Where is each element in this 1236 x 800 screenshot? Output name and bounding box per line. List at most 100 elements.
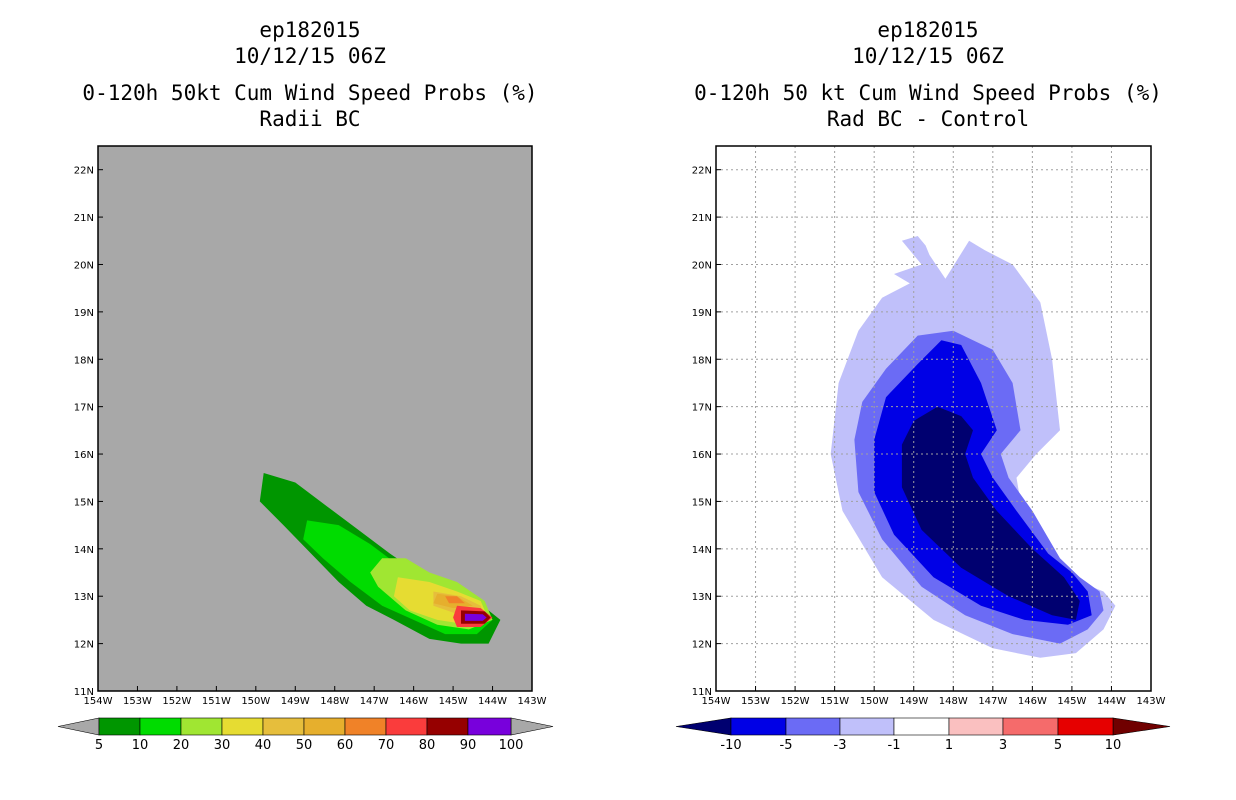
left-colorbar-swatch [262,717,305,736]
left-storm-id: ep182015 [259,18,361,42]
left-contour-60 [445,596,465,604]
left-colorbar-swatch [385,717,428,736]
right-x-tick-label: 151W [820,696,849,707]
right-x-tick-label: 153W [741,696,770,707]
left-x-tick-label: 152W [162,696,191,707]
right-x-tick-label: 149W [899,696,928,707]
right-x-tick-label: 145W [1057,696,1086,707]
left-colorbar-label: 20 [173,738,190,753]
right-colorbar-swatch [785,717,841,736]
left-colorbar: 5 10 20 30 40 50 60 70 80 90 100 [57,717,554,753]
right-colorbar-low-arrow [675,717,732,736]
right-plot: 154W 153W 152W 151W 150W 149W 148W 147W 146W 145W… [692,145,1166,707]
left-colorbar-swatch [467,717,512,736]
left-x-tick-label: 144W [478,696,507,707]
right-colorbar-label: -1 [888,738,901,753]
left-x-tick-label: 154W [84,696,113,707]
left-x-tick-label: 148W [320,696,349,707]
right-y-tick-label: 16N [692,450,712,461]
left-y-tick-label: 16N [74,450,94,461]
right-colorbar-label: 5 [1054,738,1062,753]
left-x-tick-label: 150W [241,696,270,707]
left-x-tick-label: 143W [518,696,547,707]
right-colorbar-swatch [948,717,1004,736]
right-storm-id: ep182015 [877,18,979,42]
left-y-tick-label: 13N [74,592,94,603]
right-y-tick-label: 21N [692,213,712,224]
left-y-tick-label: 20N [74,260,94,271]
right-y-tick-label: 17N [692,403,712,414]
left-x-tick-label: 145W [439,696,468,707]
right-x-tick-label: 148W [939,696,968,707]
right-contour-neg10 [901,406,1080,620]
right-y-tick-label: 12N [692,640,712,651]
left-colorbar-label: 80 [419,738,436,753]
left-x-tick-label: 151W [202,696,231,707]
left-y-tick-label: 17N [74,403,94,414]
right-colorbar-swatch [839,717,895,736]
left-plot-frame [97,145,533,692]
left-colorbar-low-arrow [57,717,100,736]
right-product-name: 0-120h 50 kt Cum Wind Speed Probs (%) [694,81,1162,105]
right-colorbar-label: 3 [999,738,1007,753]
right-colorbar-high-arrow [1112,717,1171,736]
left-contour-90 [464,613,487,621]
left-chart-title: ep182015 10/12/15 06Z 0-120h 50kt Cum Wi… [20,17,600,132]
left-init-time: 10/12/15 06Z [234,44,386,68]
right-y-tick-label: 14N [692,545,712,556]
left-y-tick-label: 19N [74,308,94,319]
right-colorbar-label: -10 [720,738,741,753]
left-x-tick-label: 153W [123,696,152,707]
left-colorbar-label: 50 [296,738,313,753]
left-y-tick-label: 14N [74,545,94,556]
left-colorbar-swatch [221,717,264,736]
right-y-tick-label: 19N [692,308,712,319]
left-colorbar-label: 10 [132,738,149,753]
left-y-tick-label: 15N [74,497,94,508]
right-subtitle: Rad BC - Control [826,107,1030,131]
left-x-tick-label: 147W [360,696,389,707]
left-colorbar-label: 70 [378,738,395,753]
left-colorbar-label: 30 [214,738,231,753]
right-y-tick-label: 20N [692,260,712,271]
right-colorbar-label: -5 [780,738,793,753]
right-x-tick-label: 147W [978,696,1007,707]
left-x-tick-label: 146W [399,696,428,707]
right-colorbar-label: -3 [834,738,847,753]
left-y-tick-label: 18N [74,355,94,366]
right-colorbar: -10 -5 -3 -1 1 3 5 10 [675,717,1171,753]
right-x-tick-label: 143W [1137,696,1166,707]
right-y-tick-label: 22N [692,166,712,177]
left-x-tick-label: 149W [281,696,310,707]
left-colorbar-label: 60 [337,738,354,753]
left-colorbar-label: 40 [255,738,272,753]
right-chart-title: ep182015 10/12/15 06Z 0-120h 50 kt Cum W… [638,17,1218,132]
left-colorbar-swatch [180,717,223,736]
right-x-tick-label: 154W [702,696,731,707]
left-colorbar-label: 5 [95,738,103,753]
left-y-tick-label: 12N [74,640,94,651]
right-x-tick-label: 150W [860,696,889,707]
right-y-tick-label: 11N [692,687,712,698]
left-colorbar-swatch [98,717,141,736]
left-y-tick-label: 21N [74,213,94,224]
right-colorbar-label: 10 [1105,738,1122,753]
right-y-tick-label: 13N [692,592,712,603]
left-colorbar-label: 90 [460,738,477,753]
left-colorbar-high-arrow [510,717,554,736]
right-colorbar-swatch [1002,717,1059,736]
left-subtitle: Radii BC [259,107,361,131]
left-colorbar-swatch [139,717,182,736]
right-init-time: 10/12/15 06Z [852,44,1004,68]
left-colorbar-label: 100 [499,738,524,753]
right-y-tick-label: 18N [692,355,712,366]
left-product-name: 0-120h 50kt Cum Wind Speed Probs (%) [82,81,538,105]
right-y-tick-label: 15N [692,497,712,508]
right-colorbar-swatch [1057,717,1114,736]
left-colorbar-swatch [426,717,469,736]
left-y-tick-label: 22N [74,166,94,177]
right-x-tick-label: 146W [1018,696,1047,707]
right-colorbar-label: 1 [945,738,953,753]
left-colorbar-swatch [303,717,346,736]
